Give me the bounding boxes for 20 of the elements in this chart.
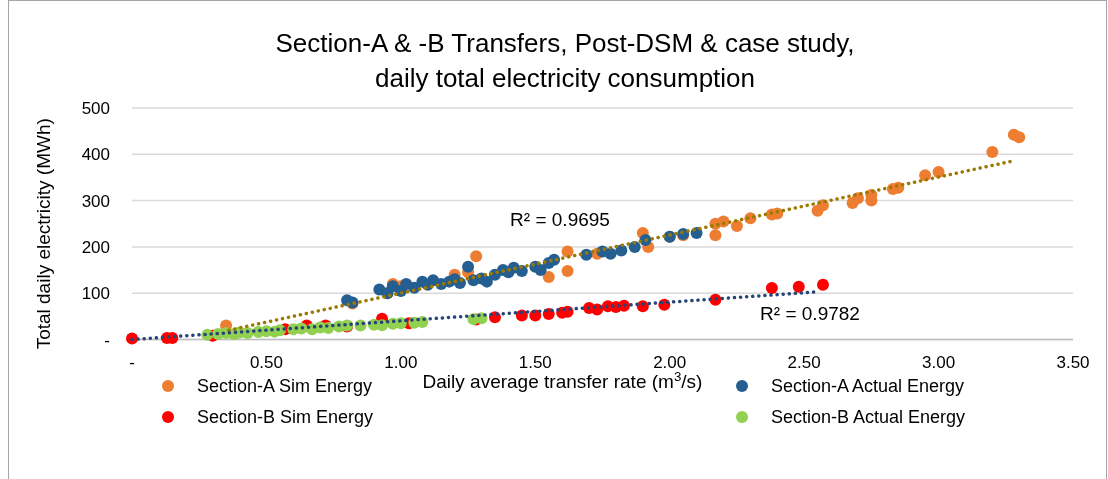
y-tick-label: 200 — [81, 237, 110, 257]
chart-title: Section-A & -B Transfers, Post-DSM & case study, daily total electricity consumption — [275, 28, 855, 93]
y-tick-label: 100 — [81, 284, 110, 304]
x-tick-label: 0.50 — [249, 352, 283, 372]
x-tick-label: 1.00 — [384, 352, 418, 372]
legend-label: Section-B Actual Energy — [771, 407, 966, 427]
x-tick-label: 3.00 — [922, 352, 956, 372]
y-tick-label: 500 — [81, 99, 110, 118]
y-axis-title: Total daily electricity (MWh) — [33, 118, 54, 350]
y-tick-label: 300 — [81, 191, 110, 211]
annotation: R² = 0.9695 — [510, 209, 610, 230]
legend-label: Section-B Sim Energy — [197, 407, 374, 427]
y-tick-label: - — [104, 330, 110, 350]
x-tick-label: 2.50 — [787, 352, 821, 372]
annotation: R² = 0.9782 — [760, 303, 860, 324]
x-tick-label: 3.50 — [1056, 352, 1090, 372]
x-tick-label: - — [129, 352, 135, 372]
legend-label: Section-A Sim Energy — [197, 376, 373, 396]
legend-label: Section-A Actual Energy — [771, 376, 965, 396]
y-tick-label: 400 — [81, 145, 110, 165]
